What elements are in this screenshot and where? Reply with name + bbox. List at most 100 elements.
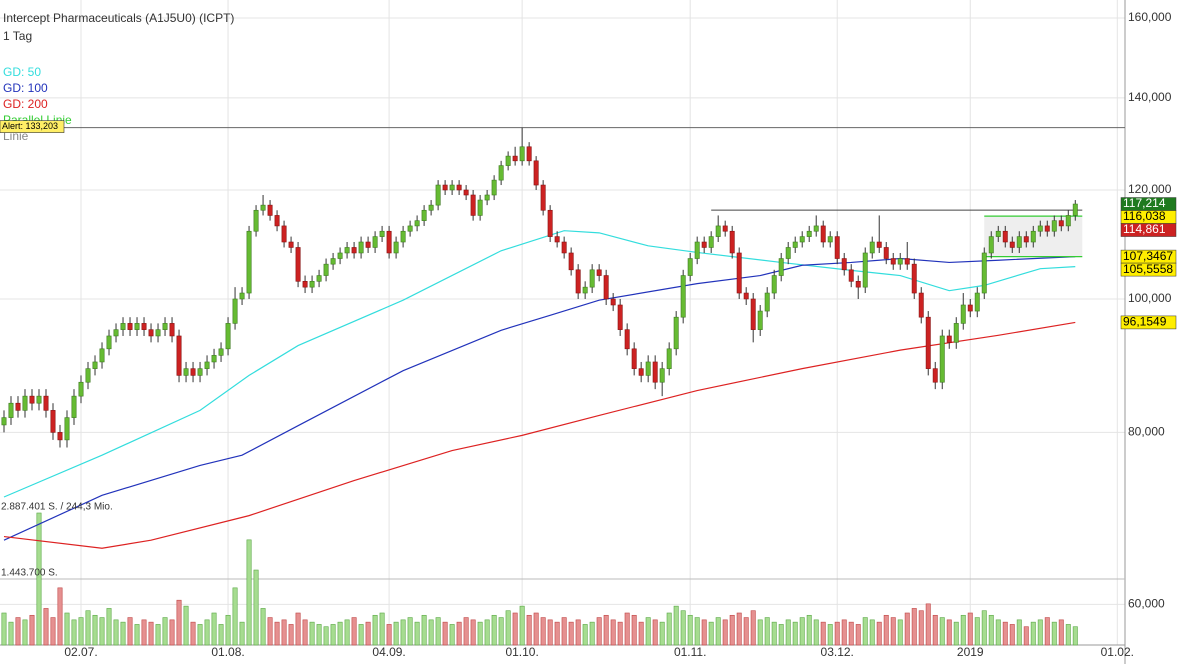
volume-bar [505,610,511,646]
candle-body [582,286,588,294]
candle-body [414,220,420,227]
candle-body [932,368,938,383]
price-label-box [1120,262,1177,277]
volume-bar [652,619,658,646]
candle-body [1072,203,1078,216]
volume-bar [715,617,721,646]
price-label: 117,214 [1123,196,1166,210]
volume-bar [491,614,497,646]
volume-bar [435,617,441,646]
x-tick-label: 03.12. [821,645,854,659]
candle-body [491,179,497,196]
candle-body [827,236,833,243]
candle-body [1065,215,1071,227]
volume-bar [22,619,28,646]
volume-bar [512,612,518,646]
volume-bar [274,621,280,646]
volume-bar [400,619,406,646]
candle-body [1044,225,1050,232]
moving-average-line [3,321,1076,549]
volume-bar [211,612,217,646]
volume-bar [421,614,427,646]
volume-bar [197,624,203,646]
volume-bar [183,605,189,646]
candle-body [22,395,28,411]
price-label: 96,1549 [1123,315,1167,329]
volume-bar [813,619,819,646]
volume-bar [120,621,126,646]
candle-body [708,236,714,248]
candle-body [1002,230,1008,243]
volume-bar [8,621,14,646]
volume-bar [834,621,840,646]
volume-bar [344,619,350,646]
volume-bar [708,621,714,646]
candle-body [36,395,42,404]
candle-body [316,275,322,282]
candle-body [645,361,651,376]
candle-body [554,236,560,243]
chart-title: Intercept Pharmaceuticals (A1J5U0) (ICPT… [3,11,234,25]
candle-body [183,368,189,376]
candle-body [85,368,91,383]
volume-bar [484,619,490,646]
volume-bar [764,617,770,646]
volume-bar [960,614,966,646]
candle-body [652,361,658,383]
candle-body [589,269,595,288]
candle-body [1009,241,1015,248]
candle-body [862,252,868,288]
candle-body [750,298,756,330]
y-tick-label: 80,000 [1128,425,1165,439]
candle-body [722,225,728,232]
volume-bar [792,621,798,646]
candle-body [421,209,427,221]
candle-body [344,247,350,254]
candle-body [1030,230,1036,243]
volume-bar [134,624,140,646]
x-tick-label: 02.07. [64,645,97,659]
volume-bar [372,614,378,646]
candle-body [8,402,14,418]
volume-bar [603,614,609,646]
price-label: 116,038 [1123,209,1166,223]
candle-body [1,417,7,426]
volume-bar [897,619,903,646]
candle-body [540,184,546,211]
volume-bar [946,619,952,646]
volume-tick-label: 1.443.700 S. [1,568,58,579]
candle-body [407,225,413,232]
candle-body [988,236,994,254]
candle-body [820,225,826,243]
volume-bar [785,619,791,646]
candle-body [757,310,763,330]
candle-body [687,258,693,276]
price-label: 105,5558 [1123,262,1173,276]
candle-body [190,368,196,376]
volume-bar [526,614,532,646]
volume-bar [820,621,826,646]
candle-body [260,204,266,211]
volume-bar [169,619,175,646]
candle-body [211,355,217,363]
y-tick-label: 100,000 [1128,291,1172,305]
volume-bar [1072,626,1078,646]
volume-bar [561,617,567,646]
candle-body [148,329,154,337]
volume-bar [575,619,581,646]
candle-body [638,368,644,376]
candle-body [806,230,812,237]
x-tick-label: 01.02. [1101,645,1134,659]
volume-bar [386,624,392,646]
candle-body [162,323,168,330]
candle-body [204,361,210,369]
candle-body [547,209,553,237]
volume-bar [309,621,315,646]
volume-bar [869,619,875,646]
legend-entry: GD: 50 [3,65,41,79]
volume-bar [659,621,665,646]
volume-bar [988,614,994,646]
volume-bar [330,624,336,646]
candle-body [365,241,371,248]
candle-body [337,252,343,259]
